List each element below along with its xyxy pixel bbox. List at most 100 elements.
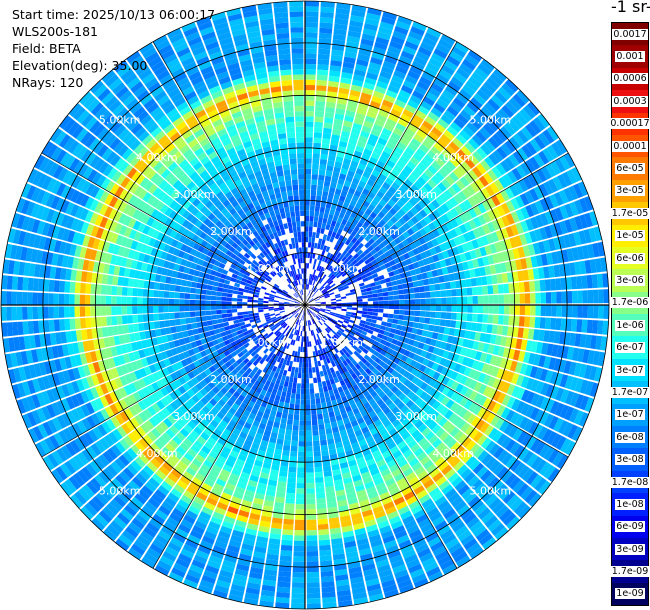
range-gate-cell [333,118,344,126]
range-gate-cell [347,262,354,269]
range-gate-cell [527,174,538,187]
range-gate-cell [313,451,321,457]
range-gate-cell [314,309,320,313]
range-gate-cell [226,309,232,314]
range-gate-cell [402,108,414,119]
range-gate-cell [353,225,360,233]
range-gate-cell [539,462,552,476]
range-gate-cell [496,404,506,417]
range-gate-cell [308,309,312,314]
range-gate-cell [322,133,331,140]
range-gate-cell [275,411,283,418]
range-gate-cell [584,212,594,228]
range-gate-cell [450,441,461,453]
range-gate-cell [435,196,445,206]
range-gate-cell [326,165,334,172]
range-gate-cell [325,285,331,290]
range-gate-cell [325,491,336,498]
range-gate-cell [476,434,488,446]
range-gate-cell [287,365,292,372]
range-gate-cell [543,239,551,253]
range-gate-cell [336,216,343,224]
range-gate-cell [558,420,569,435]
range-gate-cell [325,428,333,435]
range-gate-cell [264,564,278,571]
range-gate-cell [566,305,573,318]
range-gate-cell [508,97,522,111]
range-gate-cell [384,589,399,599]
range-gate-cell [316,376,322,383]
range-gate-cell [515,209,525,221]
range-gate-cell [368,326,375,331]
range-gate-cell [277,481,287,488]
range-gate-cell [350,160,359,168]
range-gate-cell [342,264,348,270]
range-gate-cell [305,42,318,49]
range-gate-cell [499,240,508,251]
range-gate-cell [379,253,387,260]
range-gate-cell [451,297,457,305]
range-gate-cell [328,259,334,266]
range-gate-cell [48,306,54,319]
range-gate-cell [351,312,357,316]
range-gate-cell [345,239,351,246]
range-gate-cell [364,481,375,490]
range-gate-cell [527,244,536,256]
range-gate-cell [337,329,344,335]
range-gate-cell [398,414,407,423]
range-gate-cell [506,516,520,530]
range-gate-cell [413,316,420,323]
range-gate-cell [153,290,159,298]
range-gate-cell [377,260,385,267]
range-gate-cell [350,328,357,334]
range-gate-cell [387,510,399,520]
range-gate-cell [290,451,298,457]
range-gate-cell [505,439,516,452]
range-gate-cell [320,302,326,305]
range-gate-cell [446,388,455,399]
range-gate-cell [339,379,346,387]
range-gate-cell [463,232,471,242]
range-gate-cell [385,89,398,99]
range-gate-cell [385,506,397,515]
range-gate-cell [400,84,414,95]
range-gate-cell [367,305,374,309]
range-gate-cell [500,143,512,156]
range-gate-cell [339,241,345,248]
range-gate-cell [339,82,351,90]
range-gate-cell [415,379,424,388]
range-gate-cell [394,237,402,245]
range-gate-cell [370,390,378,398]
range-gate-cell [221,313,228,319]
range-gate-cell [389,487,401,496]
range-gate-cell [524,305,531,316]
range-gate-cell [387,286,393,292]
range-gate-cell [470,322,477,331]
range-gate-cell [496,433,508,446]
range-gate-cell [324,341,329,347]
range-gate-cell [423,459,434,470]
range-gate-cell [429,353,438,362]
range-gate-cell [394,146,404,155]
range-gate-cell [345,315,351,320]
range-gate-cell [459,253,467,262]
range-gate-cell [399,155,409,165]
range-gate-cell [404,305,410,310]
range-gate-cell [184,305,190,312]
range-gate-cell [278,476,287,483]
range-gate-cell [279,423,287,430]
range-gate-cell [481,490,494,503]
range-gate-cell [374,454,384,463]
range-gate-cell [335,108,346,116]
range-gate-cell [372,505,384,514]
range-gate-cell [363,354,371,361]
range-gate-cell [477,314,483,323]
range-gate-cell [584,259,592,274]
range-gate-cell [528,493,542,507]
range-gate-cell [434,171,445,182]
range-gate-cell [365,368,372,375]
range-gate-cell [288,471,297,478]
range-gate-cell [341,236,348,244]
range-gate-cell [514,293,520,304]
range-gate-cell [533,117,546,131]
